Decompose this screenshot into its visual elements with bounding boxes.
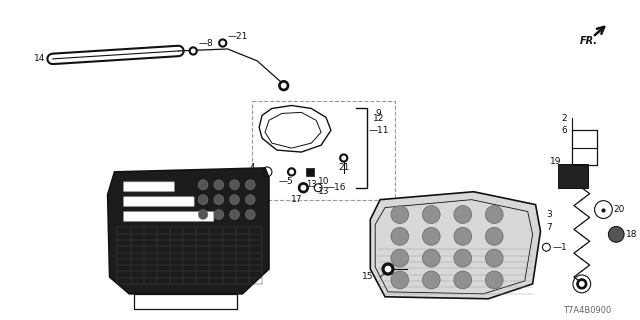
Text: 7: 7 [547,223,552,232]
Text: 19: 19 [550,157,562,166]
Circle shape [454,249,472,267]
Text: —11: —11 [369,126,389,135]
Text: 4: 4 [250,164,255,172]
Polygon shape [371,192,541,299]
Text: 20: 20 [613,205,625,214]
Text: T7A4B0900: T7A4B0900 [563,306,611,315]
FancyBboxPatch shape [558,164,588,188]
Circle shape [230,210,239,220]
Circle shape [290,170,293,174]
Text: 12: 12 [372,114,384,123]
Circle shape [391,228,409,245]
Circle shape [198,180,208,190]
Text: 6: 6 [561,126,567,135]
Circle shape [287,168,296,176]
FancyBboxPatch shape [124,212,214,221]
Circle shape [422,206,440,223]
Circle shape [391,206,409,223]
Circle shape [391,271,409,289]
Circle shape [485,271,503,289]
Circle shape [245,195,255,204]
Circle shape [191,49,195,53]
Circle shape [485,228,503,245]
Circle shape [422,249,440,267]
Circle shape [342,156,346,160]
Circle shape [485,249,503,267]
Polygon shape [108,168,269,294]
Circle shape [422,271,440,289]
Circle shape [454,271,472,289]
Text: 17: 17 [291,195,302,204]
Text: 21: 21 [339,164,350,172]
Circle shape [301,186,306,190]
Text: —5: —5 [279,177,294,186]
Circle shape [454,228,472,245]
Circle shape [214,180,224,190]
Text: 18: 18 [626,230,637,239]
Circle shape [298,183,308,193]
Text: 3: 3 [547,210,552,219]
Bar [307,168,314,176]
Circle shape [454,206,472,223]
FancyBboxPatch shape [124,182,175,192]
Text: 10: 10 [318,177,330,186]
Circle shape [279,81,289,91]
Text: —21: —21 [228,32,248,41]
Text: 13: 13 [307,180,317,189]
Circle shape [198,210,208,220]
Text: —8: —8 [198,38,213,48]
Circle shape [245,180,255,190]
Text: FR.: FR. [580,36,598,46]
Circle shape [385,266,390,272]
Text: 15: 15 [362,272,373,282]
Text: 2: 2 [561,114,567,123]
Text: —16: —16 [326,183,346,192]
Circle shape [485,206,503,223]
Circle shape [282,84,286,88]
Circle shape [198,195,208,204]
Circle shape [214,195,224,204]
Circle shape [189,47,197,55]
Circle shape [580,282,584,286]
Circle shape [230,195,239,204]
Circle shape [382,263,394,275]
Text: 14: 14 [34,54,45,63]
Circle shape [609,227,624,242]
Circle shape [230,180,239,190]
Text: 13: 13 [318,187,330,196]
Circle shape [422,228,440,245]
Circle shape [214,210,224,220]
Circle shape [219,39,227,47]
Circle shape [577,279,587,289]
Text: —1: —1 [552,243,567,252]
Text: 9: 9 [375,109,381,118]
Circle shape [340,154,348,162]
Circle shape [221,41,225,45]
Circle shape [391,249,409,267]
FancyBboxPatch shape [124,197,194,207]
Circle shape [245,210,255,220]
